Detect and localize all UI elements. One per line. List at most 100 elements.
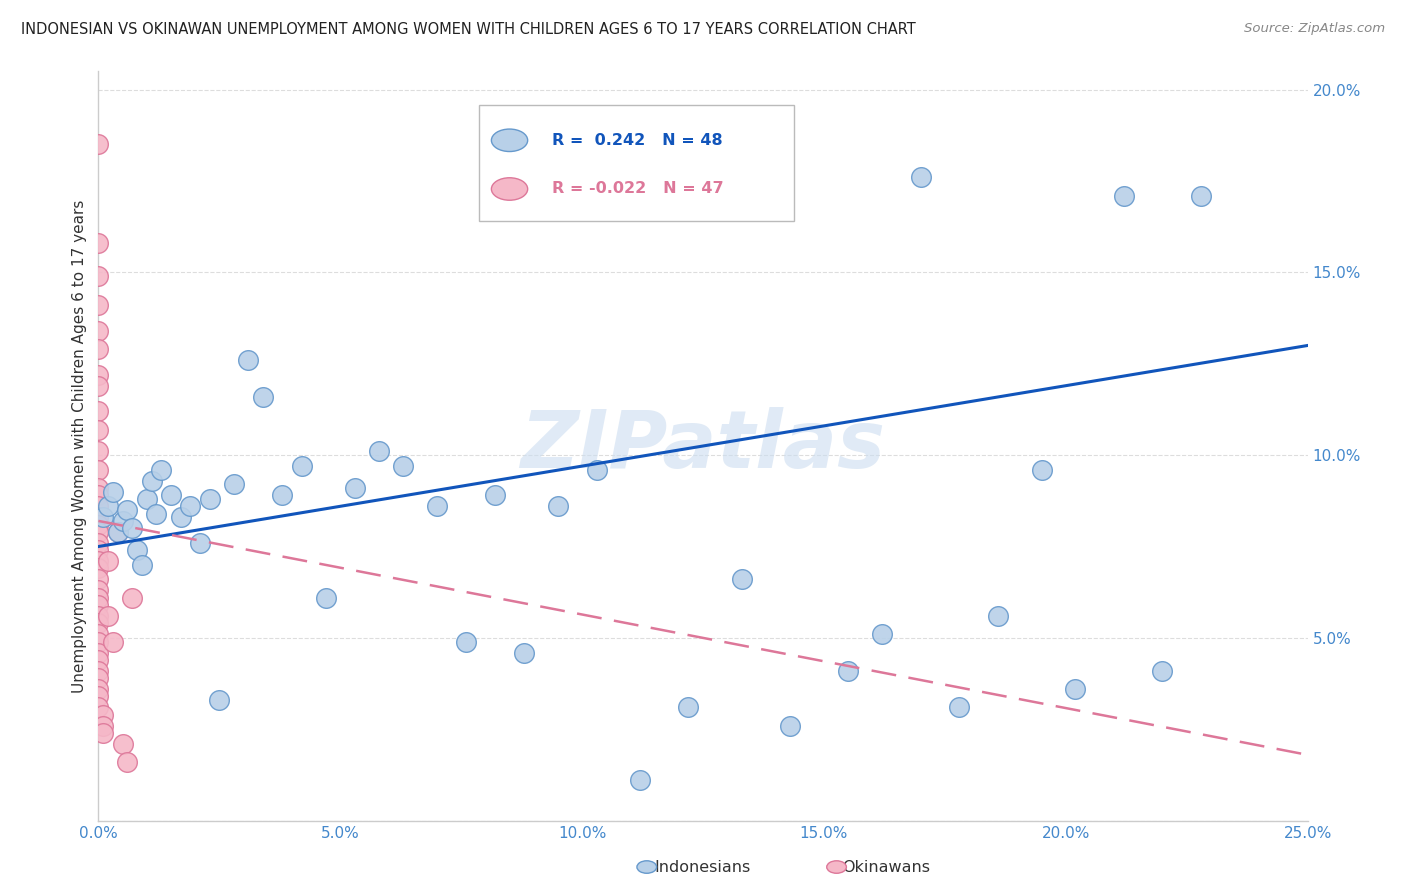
Text: Source: ZipAtlas.com: Source: ZipAtlas.com bbox=[1244, 22, 1385, 36]
Point bbox=[222, 477, 245, 491]
Point bbox=[107, 524, 129, 539]
Circle shape bbox=[492, 178, 527, 200]
Point bbox=[987, 609, 1010, 624]
Point bbox=[150, 463, 173, 477]
Point bbox=[87, 444, 110, 458]
Point bbox=[91, 510, 114, 524]
Point bbox=[87, 423, 110, 437]
Point bbox=[91, 718, 114, 732]
Point bbox=[731, 573, 754, 587]
Point bbox=[97, 500, 120, 514]
Point bbox=[513, 646, 536, 660]
Point bbox=[87, 700, 110, 714]
Point bbox=[87, 268, 110, 283]
Point bbox=[111, 737, 134, 751]
Point bbox=[87, 653, 110, 667]
Point bbox=[145, 507, 167, 521]
Point bbox=[87, 481, 110, 495]
Point bbox=[179, 500, 201, 514]
Point bbox=[1112, 188, 1135, 202]
Point bbox=[121, 591, 143, 605]
Point bbox=[368, 444, 391, 458]
Point bbox=[141, 474, 163, 488]
Point bbox=[1064, 681, 1087, 696]
Point bbox=[87, 627, 110, 641]
Point bbox=[87, 368, 110, 382]
Point bbox=[87, 543, 110, 558]
Point bbox=[343, 481, 366, 495]
Point bbox=[97, 609, 120, 624]
Point bbox=[91, 726, 114, 740]
Point bbox=[87, 554, 110, 568]
Point bbox=[87, 664, 110, 678]
Point bbox=[87, 609, 110, 624]
Point bbox=[87, 524, 110, 539]
Point bbox=[111, 514, 134, 528]
Point bbox=[87, 536, 110, 550]
Point bbox=[454, 634, 477, 648]
Circle shape bbox=[492, 129, 527, 152]
Point bbox=[910, 170, 932, 185]
Point bbox=[547, 500, 569, 514]
Y-axis label: Unemployment Among Women with Children Ages 6 to 17 years: Unemployment Among Women with Children A… bbox=[72, 199, 87, 693]
Point bbox=[91, 707, 114, 722]
Text: Indonesians: Indonesians bbox=[655, 860, 751, 874]
Point bbox=[628, 773, 651, 788]
Point bbox=[87, 646, 110, 660]
Point bbox=[779, 718, 801, 732]
Point bbox=[87, 137, 110, 152]
Point bbox=[117, 755, 139, 769]
Point bbox=[87, 488, 110, 502]
Text: Okinawans: Okinawans bbox=[842, 860, 929, 874]
FancyBboxPatch shape bbox=[479, 105, 793, 221]
Point bbox=[238, 353, 260, 368]
Point bbox=[87, 500, 110, 514]
Point bbox=[169, 510, 191, 524]
Point bbox=[87, 583, 110, 598]
Point bbox=[87, 298, 110, 312]
Point bbox=[87, 681, 110, 696]
Point bbox=[484, 488, 506, 502]
Point bbox=[208, 693, 231, 707]
Point bbox=[87, 591, 110, 605]
Point bbox=[87, 510, 110, 524]
Point bbox=[290, 459, 312, 474]
Point bbox=[87, 236, 110, 251]
Point bbox=[107, 524, 129, 539]
Text: R = -0.022   N = 47: R = -0.022 N = 47 bbox=[551, 181, 724, 196]
Point bbox=[117, 503, 139, 517]
Point bbox=[131, 558, 153, 572]
Point bbox=[1152, 664, 1174, 678]
Point bbox=[948, 700, 970, 714]
Point bbox=[87, 690, 110, 704]
Point bbox=[1031, 463, 1053, 477]
Point bbox=[392, 459, 415, 474]
Point bbox=[87, 561, 110, 575]
Point bbox=[87, 616, 110, 631]
Point bbox=[160, 488, 183, 502]
Point bbox=[678, 700, 700, 714]
Point bbox=[198, 491, 221, 506]
Point bbox=[252, 390, 274, 404]
Point bbox=[135, 491, 157, 506]
Point bbox=[837, 664, 859, 678]
Point bbox=[87, 324, 110, 338]
Text: R =  0.242   N = 48: R = 0.242 N = 48 bbox=[551, 133, 723, 148]
Point bbox=[585, 463, 607, 477]
Point bbox=[127, 543, 149, 558]
Point bbox=[87, 517, 110, 532]
Point bbox=[87, 634, 110, 648]
Point bbox=[87, 463, 110, 477]
Text: INDONESIAN VS OKINAWAN UNEMPLOYMENT AMONG WOMEN WITH CHILDREN AGES 6 TO 17 YEARS: INDONESIAN VS OKINAWAN UNEMPLOYMENT AMON… bbox=[21, 22, 915, 37]
Point bbox=[87, 671, 110, 685]
Point bbox=[101, 634, 124, 648]
Point bbox=[87, 342, 110, 356]
Point bbox=[121, 521, 143, 535]
Point bbox=[870, 627, 893, 641]
Point bbox=[1189, 188, 1212, 202]
Point bbox=[87, 378, 110, 392]
Point bbox=[87, 573, 110, 587]
Text: ZIPatlas: ZIPatlas bbox=[520, 407, 886, 485]
Point bbox=[97, 554, 120, 568]
Point bbox=[426, 500, 449, 514]
